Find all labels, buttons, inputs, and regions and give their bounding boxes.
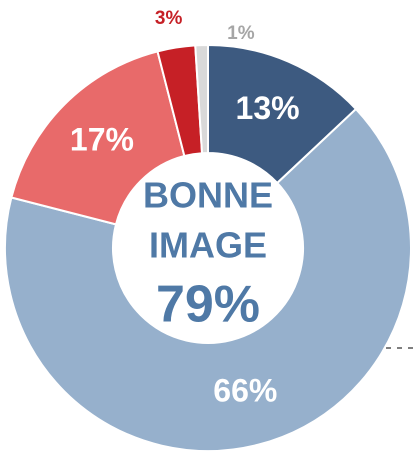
center-text: IMAGE: [149, 225, 267, 266]
data-label: 13%: [236, 90, 300, 126]
data-label: 3%: [155, 8, 183, 29]
donut-segment: [194, 43, 209, 155]
data-label: 66%: [213, 373, 277, 409]
center-value: 79%: [156, 276, 260, 334]
data-label: 17%: [70, 121, 134, 157]
donut-segment: [4, 107, 412, 452]
data-label: 1%: [227, 23, 255, 44]
center-text: BONNE: [143, 175, 273, 216]
donut-segment: [10, 50, 186, 226]
